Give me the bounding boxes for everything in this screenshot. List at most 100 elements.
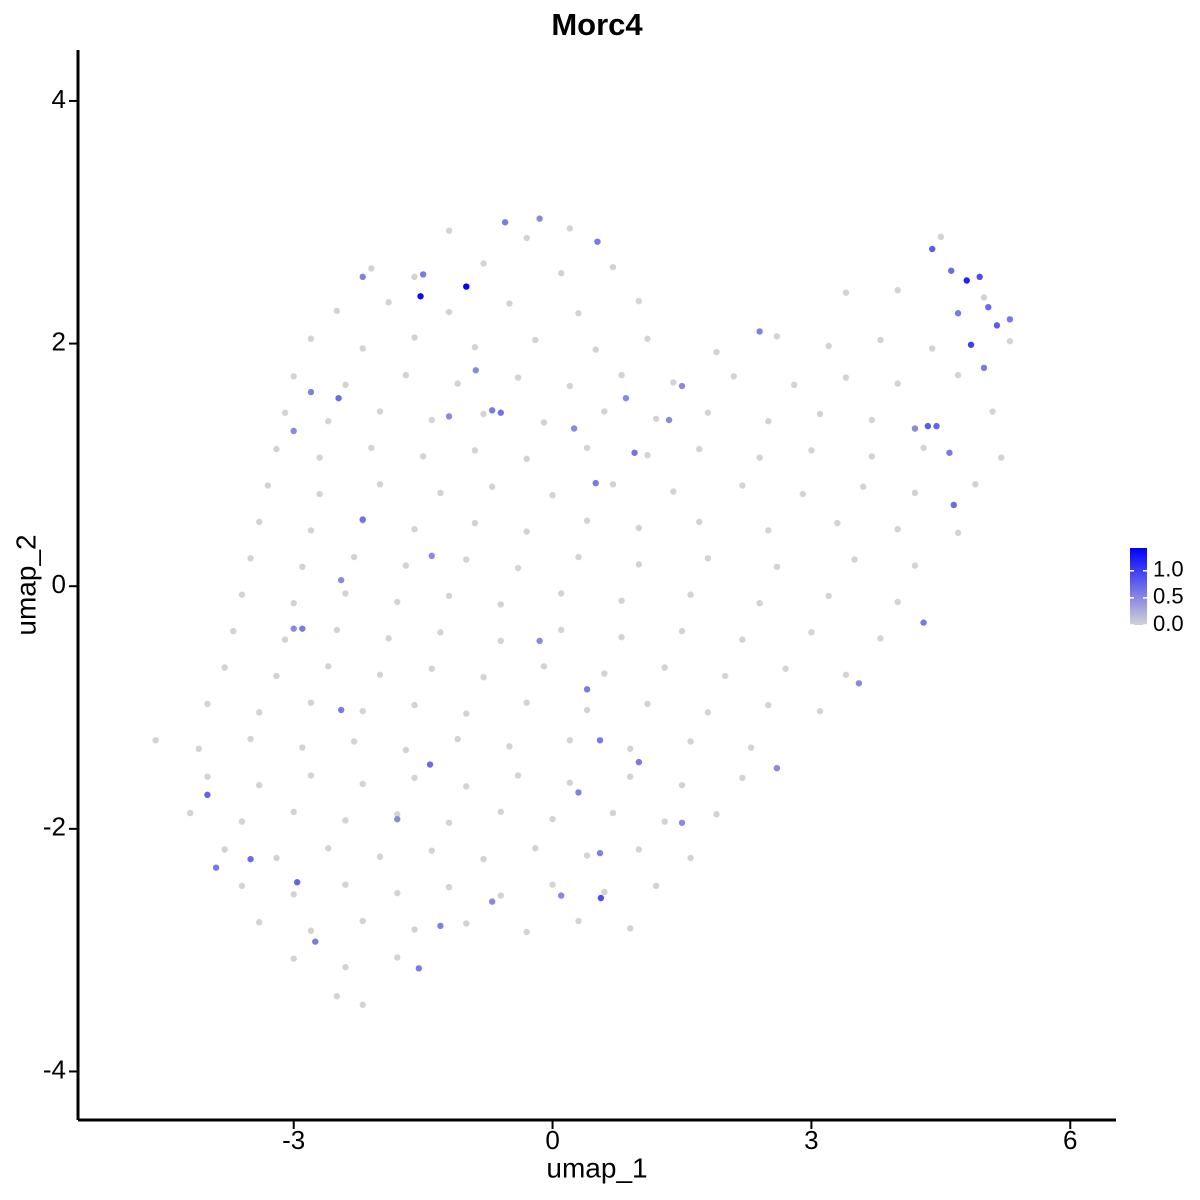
point: [536, 637, 543, 645]
point: [411, 926, 418, 933]
y-tick-label: 4: [52, 84, 66, 114]
point: [566, 225, 574, 232]
point: [497, 808, 504, 816]
point: [255, 709, 263, 716]
point: [911, 562, 919, 569]
point: [514, 374, 522, 381]
point: [514, 772, 522, 779]
point: [756, 454, 763, 461]
point: [437, 489, 444, 497]
point: [894, 525, 901, 533]
point: [299, 625, 306, 632]
point: [773, 333, 781, 340]
point: [230, 627, 237, 635]
point: [342, 817, 349, 824]
colorbar-label: 1.0: [1153, 557, 1184, 582]
point: [980, 364, 988, 372]
point: [976, 273, 983, 281]
point: [773, 563, 781, 571]
point: [417, 293, 424, 300]
point: [394, 811, 401, 818]
point: [445, 413, 453, 420]
point: [687, 854, 694, 862]
point: [644, 451, 651, 459]
point: [998, 454, 1005, 461]
point: [273, 854, 280, 862]
x-tick-label: 0: [545, 1125, 559, 1155]
point: [497, 892, 504, 899]
point: [293, 879, 301, 886]
point: [255, 919, 263, 926]
point: [290, 625, 297, 632]
point: [670, 379, 677, 386]
point: [506, 300, 513, 307]
point: [359, 1001, 366, 1008]
point: [678, 382, 686, 390]
point: [523, 455, 530, 463]
point: [842, 289, 850, 296]
point: [963, 277, 970, 284]
point: [933, 422, 940, 430]
point: [583, 706, 591, 714]
point: [618, 597, 625, 604]
point: [411, 273, 418, 281]
point: [678, 627, 686, 635]
point: [204, 791, 211, 799]
point: [480, 260, 487, 267]
point: [782, 665, 789, 672]
point: [929, 345, 936, 352]
point: [635, 758, 643, 766]
point: [747, 744, 755, 751]
point: [488, 898, 496, 905]
point: [924, 422, 932, 430]
point: [575, 553, 582, 561]
point: [186, 809, 194, 817]
point: [472, 367, 479, 374]
point: [342, 381, 349, 389]
point: [1006, 316, 1014, 323]
point: [411, 525, 418, 533]
point: [419, 453, 427, 460]
point: [557, 626, 565, 634]
point: [437, 629, 444, 636]
point: [204, 773, 211, 780]
point: [790, 381, 798, 389]
point: [454, 380, 461, 387]
x-tick-label: -3: [282, 1125, 305, 1155]
point: [368, 265, 375, 272]
point: [411, 701, 418, 709]
point: [359, 707, 366, 715]
point: [687, 591, 694, 598]
point: [359, 780, 366, 788]
point: [842, 671, 850, 678]
point: [816, 707, 824, 715]
point: [665, 416, 673, 424]
point: [497, 637, 504, 645]
point: [756, 328, 763, 335]
point: [549, 492, 556, 499]
point: [808, 629, 815, 636]
point: [402, 371, 410, 379]
point: [402, 562, 410, 569]
point: [911, 425, 919, 432]
point: [993, 322, 1001, 329]
point: [596, 849, 604, 857]
point: [635, 561, 643, 568]
point: [532, 845, 539, 852]
point: [480, 410, 487, 418]
point: [480, 673, 487, 681]
point: [594, 238, 601, 245]
point: [273, 672, 280, 680]
point: [661, 818, 668, 825]
point: [557, 590, 565, 597]
point: [238, 882, 246, 890]
point: [454, 735, 461, 743]
point: [799, 490, 806, 498]
point: [411, 774, 418, 782]
point: [557, 270, 565, 277]
point: [575, 789, 582, 796]
point: [765, 418, 772, 425]
point: [597, 894, 605, 902]
point: [894, 287, 901, 294]
point: [445, 819, 453, 826]
